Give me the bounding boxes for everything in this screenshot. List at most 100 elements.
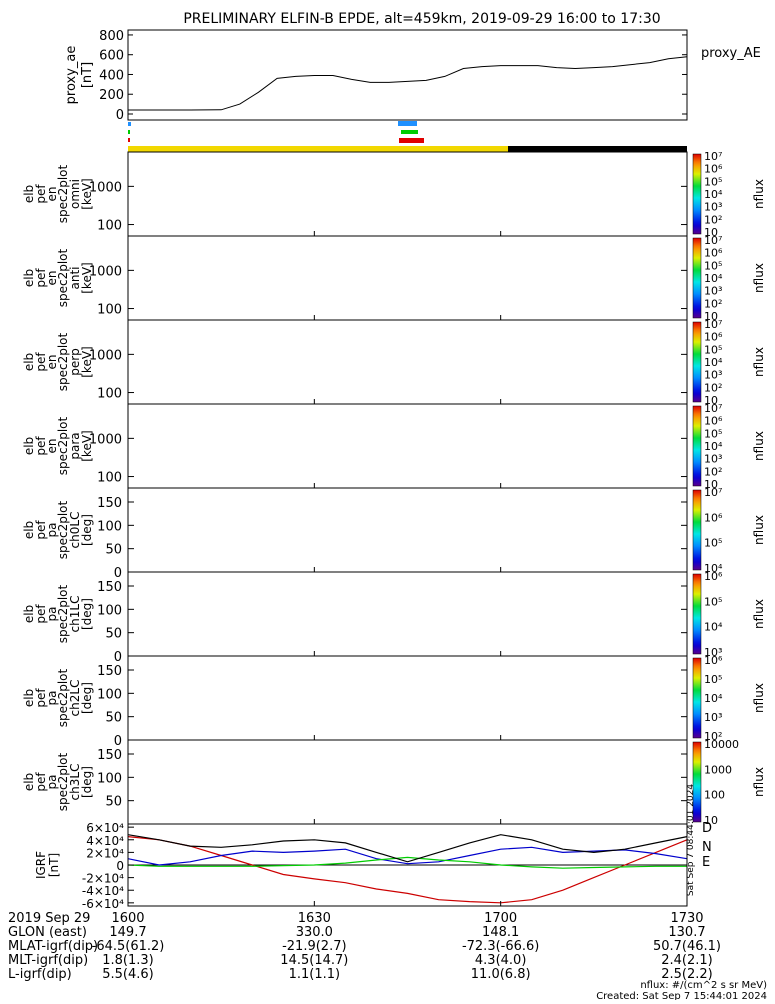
proxy-ae-line (128, 56, 688, 111)
colorbar-tick: 10³ (704, 453, 722, 466)
colorbar-tick: 10⁶ (704, 331, 723, 344)
ylabel-line: pef (34, 520, 48, 540)
xaxis-row-value: 5.5(4.6) (102, 967, 154, 982)
colorbar (692, 405, 702, 487)
ylabel-line: elb (22, 437, 36, 455)
xaxis-row-label: GLON (east) (8, 925, 87, 940)
xaxis-row-value: -21.9(2.7) (282, 939, 346, 954)
ytick-label: 100 (97, 771, 122, 786)
colorbar-tick: 10 (704, 310, 718, 323)
ylabel-line: [keV] (80, 262, 94, 293)
proxy-ae-frame (127, 29, 688, 121)
colorbar-label: nflux (752, 599, 766, 629)
colorbar-tick: 10⁷ (704, 150, 722, 163)
colorbar-tick: 100 (704, 789, 725, 802)
ytick-label: 1000 (89, 180, 122, 195)
ylabel-line: elb (22, 689, 36, 707)
xaxis-row-label: MLAT-igrf(dip) (8, 939, 98, 954)
ylabel-line: spec2plot (56, 752, 70, 811)
epd-indicator (399, 138, 424, 143)
xaxis-row-value: 2.4(2.1) (661, 953, 713, 968)
colorbar-tick: 10⁷ (704, 486, 722, 499)
ytick-label: 800 (99, 29, 124, 44)
ylabel-line: [deg] (80, 682, 94, 714)
xaxis-row-value: 1630 (298, 911, 331, 926)
xaxis-row-value: 1600 (111, 911, 144, 926)
ytick-label: 150 (97, 496, 122, 511)
ylabel-line: [deg] (80, 766, 94, 798)
ylabel-line: para (68, 432, 82, 459)
xaxis-row-value: 148.1 (482, 925, 519, 940)
ylabel-line: spec2plot (56, 164, 70, 223)
ytick-label: 1000 (89, 264, 122, 279)
colorbar-tick: 10⁴ (704, 621, 723, 634)
ylabel-line: en (45, 271, 59, 286)
xaxis-row-value: 130.7 (668, 925, 705, 940)
colorbar (692, 741, 702, 823)
colorbar-tick: 10² (704, 213, 722, 226)
xaxis-row-label: L-igrf(dip) (8, 967, 72, 982)
colorbar-tick: 10³ (704, 285, 722, 298)
ylabel-line: [keV] (80, 178, 94, 209)
epd-indicator (128, 138, 130, 142)
colorbar-tick: 10⁵ (704, 175, 722, 188)
ytick-label: 0 (116, 859, 124, 873)
ylabel-line: ch1LC (68, 596, 82, 633)
ytick-label: 0 (114, 650, 122, 665)
ylabel-line: pa (45, 607, 59, 622)
colorbar-tick: 10⁷ (704, 318, 722, 331)
colorbar (692, 237, 702, 319)
panel-frame-ch1LC (127, 571, 688, 657)
xaxis-row-value: 1730 (670, 911, 703, 926)
fgm-indicator (398, 121, 417, 126)
colorbar-tick: 10⁶ (704, 415, 723, 428)
ylabel-line: pa (45, 523, 59, 538)
ylabel-line: ch3LC (68, 764, 82, 801)
colorbar-tick: 10² (704, 297, 722, 310)
colorbar-tick: 10³ (704, 646, 722, 659)
colorbar-tick: 10⁷ (704, 234, 722, 247)
colorbar-tick: 10⁵ (704, 537, 722, 550)
xaxis-row-value: 330.0 (296, 925, 333, 940)
ytick-label: 1000 (89, 348, 122, 363)
ytick-label: -4×10⁴ (82, 884, 124, 898)
colorbar-tick: 10 (704, 226, 718, 239)
proxy-ae-legend: proxy_AE (701, 46, 761, 61)
colorbar-tick: 10⁵ (704, 259, 722, 272)
xaxis-row-value: -64.5(61.2) (92, 939, 165, 954)
axes-layer (127, 29, 688, 907)
ylabel-line: elb (22, 269, 36, 287)
colorbar-tick: 10 (704, 814, 718, 827)
ylabel-line: anti (68, 267, 82, 290)
epd-indicator (128, 130, 130, 134)
ylabel-line: [nT] (47, 853, 61, 877)
ylabel-line: omni (68, 179, 82, 209)
ytick-label: 100 (97, 687, 122, 702)
ylabel-line: elb (22, 521, 36, 539)
xaxis-row-label: 2019 Sep 29 (8, 911, 90, 926)
ylabel-line: pef (34, 436, 48, 456)
side-stamp: Sat Sep 7 08:44:01 2024 (686, 784, 696, 896)
ylabel-line: pef (34, 184, 48, 204)
colorbar-tick: 10² (704, 465, 722, 478)
colorbar-tick: 10⁴ (704, 692, 723, 705)
ylabel-line: elb (22, 605, 36, 623)
colorbar-label: nflux (752, 179, 766, 209)
panel-frame-perp (127, 319, 688, 405)
ylabel-line: spec2plot (56, 416, 70, 475)
ytick-label: 0 (114, 734, 122, 749)
ylabel-line: en (45, 439, 59, 454)
igrf-legend-n: N (702, 840, 712, 855)
colorbar-label: nflux (752, 347, 766, 377)
plot-title: PRELIMINARY ELFIN-B EPDE, alt=459km, 201… (183, 11, 660, 27)
colorbar-tick: 10⁴ (704, 188, 723, 201)
ytick-label: -6×10⁴ (82, 897, 124, 911)
ytick-label: 50 (105, 543, 122, 558)
ytick-label: 100 (97, 219, 122, 234)
colorbar-tick: 10⁵ (704, 595, 722, 608)
ylabel-line: [deg] (80, 598, 94, 630)
ytick-label: 600 (99, 49, 124, 64)
xaxis-row-value: 14.5(14.7) (280, 953, 348, 968)
ytick-label: 150 (97, 580, 122, 595)
